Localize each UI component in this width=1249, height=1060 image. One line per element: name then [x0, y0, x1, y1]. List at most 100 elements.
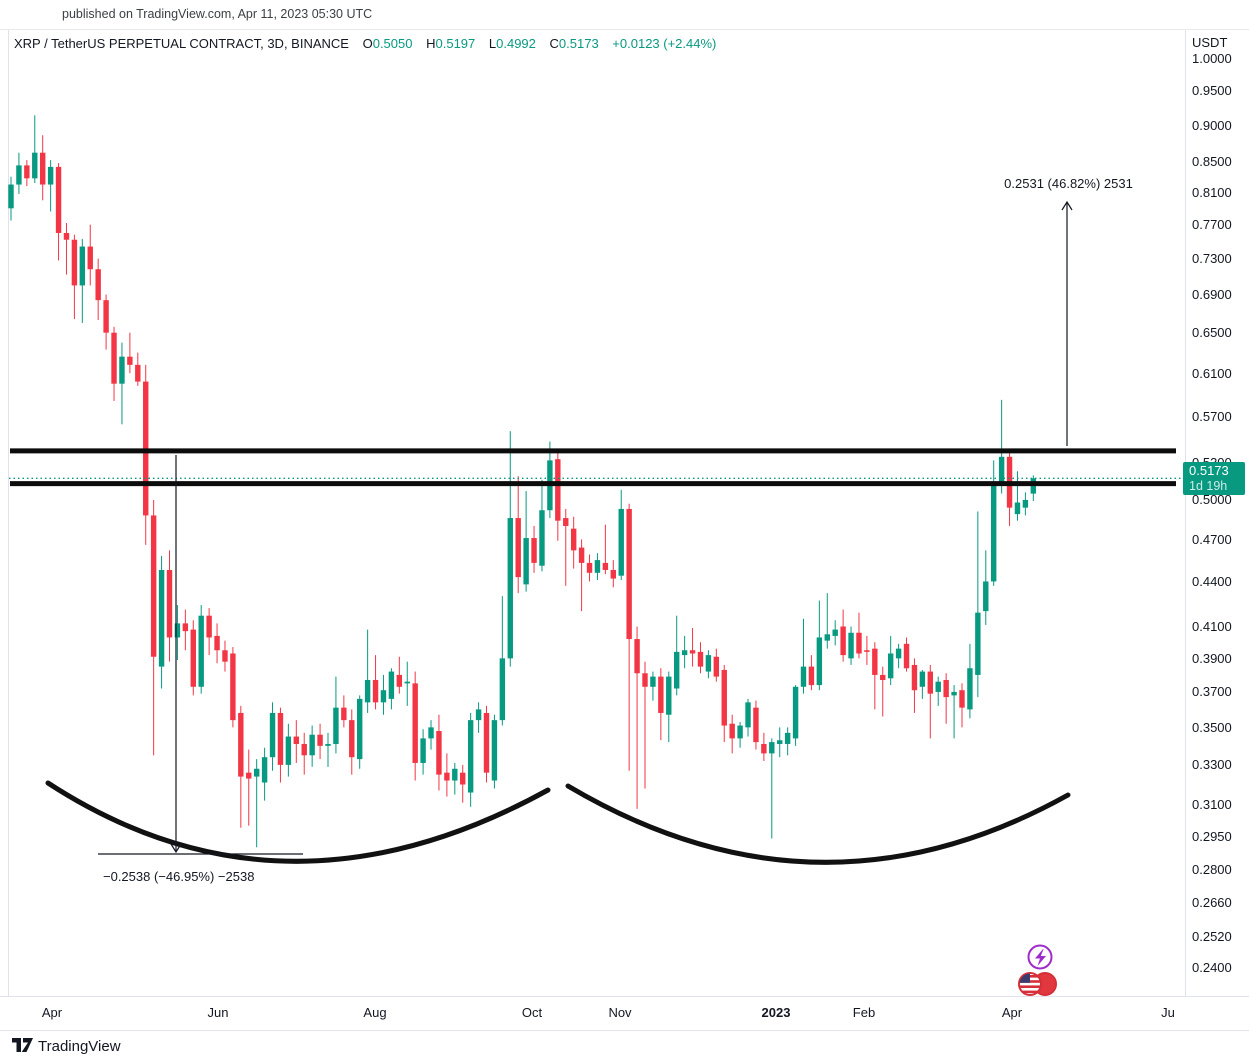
candle[interactable]	[578, 539, 585, 612]
candle[interactable]	[261, 747, 268, 801]
candle[interactable]	[618, 489, 624, 581]
candle[interactable]	[594, 553, 601, 581]
candle[interactable]	[79, 238, 86, 323]
candle[interactable]	[404, 661, 410, 706]
candle[interactable]	[198, 605, 204, 694]
candle[interactable]	[555, 449, 561, 541]
last-price-badge[interactable]: 0.5173 1d 19h	[1183, 462, 1245, 496]
candle[interactable]	[903, 637, 910, 672]
candle[interactable]	[784, 727, 791, 756]
candle[interactable]	[467, 712, 474, 807]
candle[interactable]	[515, 476, 521, 594]
candle[interactable]	[190, 620, 196, 696]
candle[interactable]	[357, 695, 363, 769]
candle[interactable]	[349, 709, 355, 775]
candle[interactable]	[246, 749, 252, 826]
candle[interactable]	[634, 626, 640, 809]
candle[interactable]	[87, 224, 93, 286]
candle[interactable]	[642, 661, 648, 789]
candle[interactable]	[864, 635, 870, 665]
candle[interactable]	[872, 642, 878, 710]
candle[interactable]	[911, 658, 918, 713]
target-arrow-up[interactable]	[1061, 200, 1073, 446]
candle[interactable]	[666, 671, 672, 743]
candle[interactable]	[745, 698, 751, 737]
candle[interactable]	[396, 656, 403, 694]
candle[interactable]	[658, 668, 664, 741]
candle[interactable]	[887, 635, 894, 686]
candle[interactable]	[277, 707, 284, 783]
symbol-legend[interactable]: XRP / TetherUS PERPETUAL CONTRACT, 3D, B…	[14, 36, 716, 51]
candle[interactable]	[475, 702, 482, 733]
double-bottom-arc[interactable]	[565, 783, 1071, 865]
candle[interactable]	[301, 732, 307, 775]
drop-arrow-down[interactable]	[98, 455, 303, 855]
candle[interactable]	[333, 676, 339, 754]
candle[interactable]	[127, 332, 133, 374]
candle[interactable]	[16, 152, 22, 194]
candle[interactable]	[47, 160, 54, 212]
double-bottom-arc[interactable]	[45, 780, 551, 864]
candle[interactable]	[539, 479, 545, 572]
candle[interactable]	[380, 674, 387, 715]
candle[interactable]	[840, 609, 846, 662]
candle[interactable]	[935, 676, 941, 706]
candle[interactable]	[428, 720, 434, 750]
candle[interactable]	[951, 685, 957, 739]
candle[interactable]	[507, 431, 513, 667]
candle[interactable]	[975, 511, 981, 698]
candles[interactable]	[8, 115, 1037, 848]
candle[interactable]	[285, 723, 292, 777]
candle[interactable]	[769, 738, 775, 839]
candle[interactable]	[214, 623, 220, 664]
candle[interactable]	[166, 550, 173, 662]
measured-move-drop-label[interactable]: −0.2538 (−46.95%) −2538	[103, 869, 255, 884]
time-axis[interactable]: Apr Jun Aug Oct Nov 2023 Feb Apr Ju	[0, 996, 1249, 1030]
candle[interactable]	[460, 764, 466, 803]
candle[interactable]	[674, 615, 680, 696]
candle[interactable]	[761, 732, 767, 762]
candle[interactable]	[1014, 471, 1021, 521]
candle[interactable]	[364, 629, 371, 713]
candle[interactable]	[1022, 492, 1029, 516]
candle[interactable]	[808, 655, 815, 691]
candle[interactable]	[927, 664, 933, 739]
candle[interactable]	[55, 163, 62, 261]
candle[interactable]	[848, 626, 854, 665]
candle[interactable]	[705, 650, 712, 679]
candle[interactable]	[135, 352, 141, 386]
candle[interactable]	[158, 555, 165, 689]
candle[interactable]	[293, 720, 299, 763]
candle[interactable]	[253, 759, 260, 848]
candle[interactable]	[721, 664, 727, 743]
candle[interactable]	[586, 554, 593, 582]
candle[interactable]	[8, 176, 14, 221]
candle[interactable]	[71, 234, 78, 320]
candle[interactable]	[317, 723, 323, 760]
candle[interactable]	[150, 499, 157, 756]
tradingview-brand-text[interactable]: TradingView	[38, 1038, 121, 1055]
candle[interactable]	[531, 525, 537, 573]
candle[interactable]	[325, 732, 331, 767]
candle[interactable]	[222, 640, 228, 672]
candle[interactable]	[697, 642, 704, 674]
measured-move-target-label[interactable]: 0.2531 (46.82%) 2531	[1004, 176, 1133, 191]
candle[interactable]	[919, 669, 926, 699]
candle[interactable]	[388, 668, 395, 710]
candle[interactable]	[800, 618, 807, 694]
candle[interactable]	[737, 721, 743, 748]
candle[interactable]	[729, 714, 735, 754]
candle[interactable]	[444, 753, 450, 797]
candle[interactable]	[570, 516, 577, 569]
candle[interactable]	[563, 508, 569, 586]
candle[interactable]	[602, 524, 609, 575]
candle[interactable]	[816, 600, 823, 691]
candle[interactable]	[824, 593, 830, 649]
candle[interactable]	[650, 671, 656, 701]
candle[interactable]	[880, 666, 886, 717]
candle[interactable]	[206, 608, 212, 656]
candle[interactable]	[111, 326, 117, 401]
candle[interactable]	[943, 673, 949, 724]
candle[interactable]	[182, 609, 189, 651]
candle[interactable]	[832, 620, 838, 646]
